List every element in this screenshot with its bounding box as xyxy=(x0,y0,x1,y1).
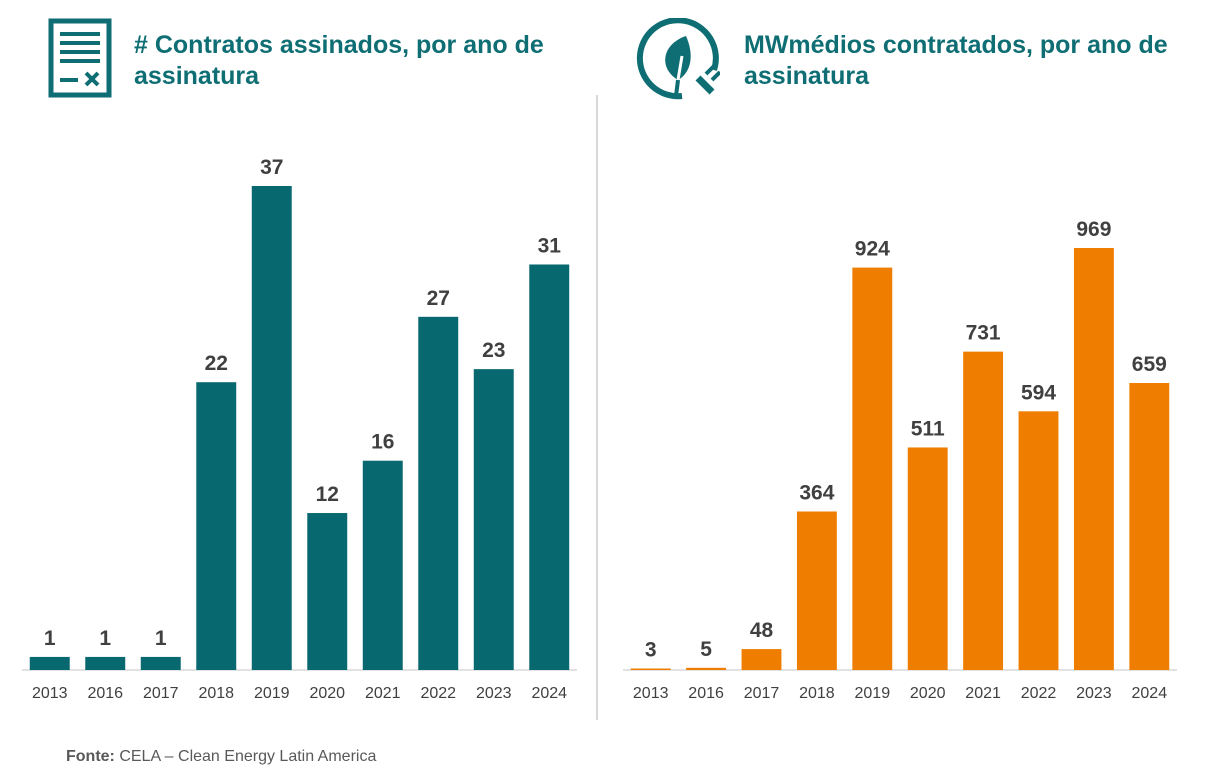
bar-2017 xyxy=(140,656,181,670)
panel-divider xyxy=(596,95,598,720)
data-label-2023: 969 xyxy=(1076,218,1111,241)
bar-2023 xyxy=(473,369,514,670)
left-chart-title: # Contratos assinados, por ano de assina… xyxy=(134,31,544,90)
bar-2013 xyxy=(29,656,70,670)
tick-label-2018: 2018 xyxy=(799,685,835,702)
data-label-2021: 731 xyxy=(966,322,1001,345)
data-label-2018: 22 xyxy=(205,352,228,375)
data-label-2017: 48 xyxy=(750,619,774,642)
tick-label-2019: 2019 xyxy=(855,685,891,702)
tick-label-2020: 2020 xyxy=(309,685,345,702)
contract-document-icon xyxy=(48,18,112,98)
data-label-2021: 16 xyxy=(371,431,394,454)
data-label-2024: 659 xyxy=(1132,353,1167,376)
mwmedios-bar-chart: 3 2013 5 2016 48 2017 364 2018 924 2019 511 2020 731… xyxy=(623,218,1177,702)
data-label-2024: 31 xyxy=(538,234,562,257)
bar-2013 xyxy=(630,668,671,670)
tick-label-2022: 2022 xyxy=(1021,685,1057,702)
data-label-2020: 12 xyxy=(316,483,339,506)
tick-label-2023: 2023 xyxy=(476,685,512,702)
bar-2022 xyxy=(418,316,459,670)
data-label-2019: 924 xyxy=(855,238,890,261)
data-label-2020: 511 xyxy=(911,417,945,440)
data-label-2022: 27 xyxy=(427,287,450,310)
contracts-bar-chart: 1 2013 1 2016 1 2017 22 2018 37 2019 12 2020 16 2021 2… xyxy=(22,156,577,702)
right-chart-title: MWmédios contratados, por ano de assinat… xyxy=(744,31,1168,90)
bar-2016 xyxy=(85,656,126,670)
tick-label-2018: 2018 xyxy=(198,685,234,702)
tick-label-2020: 2020 xyxy=(910,685,946,702)
data-label-2017: 1 xyxy=(155,627,167,650)
data-label-2013: 3 xyxy=(645,639,657,662)
left-chart-panel: # Contratos assinados, por ano de assina… xyxy=(0,0,595,730)
bar-2017 xyxy=(741,649,782,670)
bar-2018 xyxy=(196,382,237,670)
bar-2020 xyxy=(307,513,348,670)
data-label-2016: 1 xyxy=(99,627,111,650)
data-label-2022: 594 xyxy=(1021,381,1056,404)
tick-label-2024: 2024 xyxy=(531,685,567,702)
bar-2019 xyxy=(251,186,292,670)
data-label-2023: 23 xyxy=(482,339,505,362)
tick-label-2022: 2022 xyxy=(420,685,456,702)
bar-2024 xyxy=(529,264,570,670)
tick-label-2021: 2021 xyxy=(365,685,401,702)
bar-2019 xyxy=(852,267,893,670)
bar-2023 xyxy=(1073,248,1114,670)
bar-2020 xyxy=(907,447,948,670)
source-label: Fonte: xyxy=(66,748,115,765)
leaf-plug-icon xyxy=(636,18,720,100)
data-label-2018: 364 xyxy=(799,481,834,504)
tick-label-2021: 2021 xyxy=(965,685,1001,702)
source-note: Fonte: CELA – Clean Energy Latin America xyxy=(66,748,376,766)
right-chart-panel: MWmédios contratados, por ano de assinat… xyxy=(600,0,1218,730)
bar-2016 xyxy=(686,667,727,670)
bar-2024 xyxy=(1129,383,1170,670)
tick-label-2019: 2019 xyxy=(254,685,290,702)
bar-2021 xyxy=(362,460,403,670)
bar-2018 xyxy=(796,511,837,670)
source-text: CELA – Clean Energy Latin America xyxy=(114,748,377,765)
tick-label-2017: 2017 xyxy=(744,685,780,702)
tick-label-2013: 2013 xyxy=(633,685,669,702)
bar-2022 xyxy=(1018,411,1059,670)
data-label-2013: 1 xyxy=(44,627,56,650)
tick-label-2024: 2024 xyxy=(1132,685,1168,702)
tick-label-2016: 2016 xyxy=(688,685,724,702)
data-label-2019: 37 xyxy=(260,156,283,179)
tick-label-2016: 2016 xyxy=(87,685,123,702)
tick-label-2013: 2013 xyxy=(32,685,68,702)
tick-label-2023: 2023 xyxy=(1076,685,1112,702)
data-label-2016: 5 xyxy=(700,638,712,661)
bar-2021 xyxy=(963,351,1004,670)
tick-label-2017: 2017 xyxy=(143,685,179,702)
